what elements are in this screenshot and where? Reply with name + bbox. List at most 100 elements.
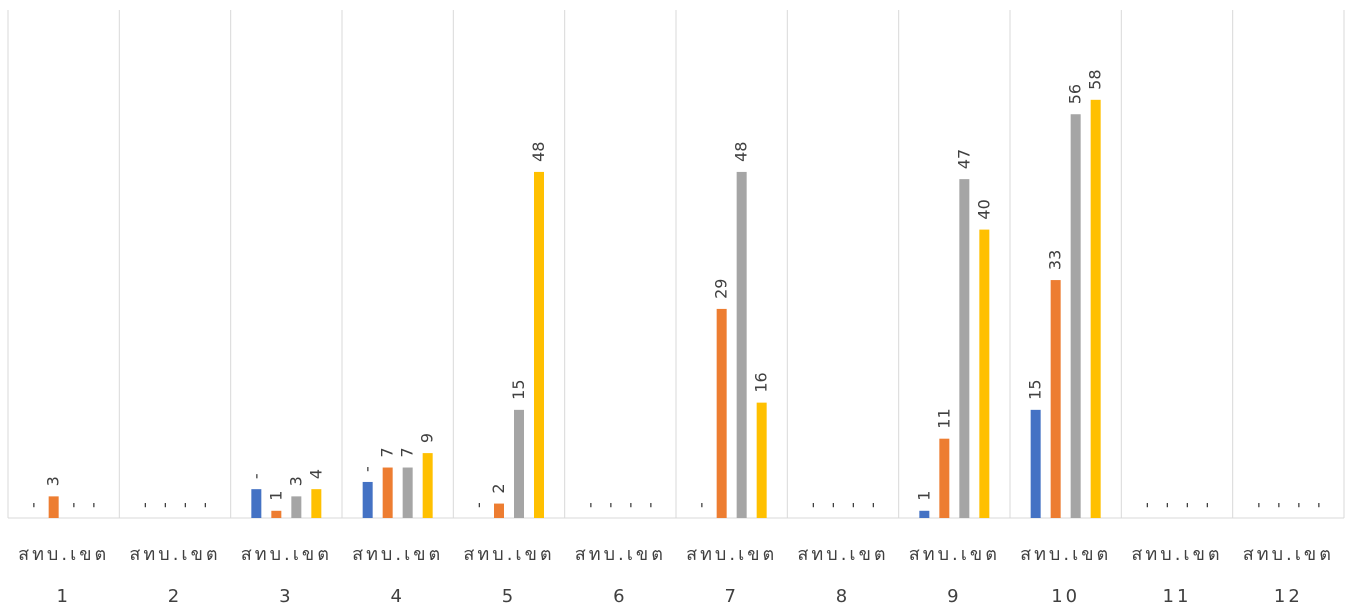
bar-series-4-3 [311,489,322,518]
bar-series-4-4 [422,453,433,518]
category-label-7: สทบ.เขต 7 [686,544,777,607]
data-label-series-2-3: 1 [266,491,285,501]
data-label-series-2-10: 33 [1046,250,1065,270]
bar-series-3-5 [514,409,524,518]
bar-series-1-9 [919,510,930,518]
data-label-series-3-11: - [1177,502,1196,508]
data-label-series-4-7: 16 [752,372,771,392]
data-label-series-2-2: - [155,502,174,508]
category-label-line-2: 1 [56,586,70,607]
data-label-series-4-8: - [863,502,882,508]
category-label-line-2: 4 [390,586,404,607]
category-label-1: สทบ.เขต 1 [18,544,109,607]
data-label-series-1-9: 1 [914,491,933,501]
data-label-series-3-12: - [1288,502,1307,508]
bar-series-3-4 [402,467,413,518]
data-label-series-3-4: 7 [398,447,417,457]
category-label-line-2: 3 [279,586,293,607]
data-label-series-1-7: - [692,502,711,508]
data-label-series-1-11: - [1137,502,1156,508]
data-label-series-3-8: - [843,502,862,508]
data-label-series-4-9: 40 [974,199,993,219]
category-label-line-2: 7 [724,586,738,607]
category-label-11: สทบ.เขต 11 [1131,544,1222,607]
category-label-line-2: 5 [502,586,516,607]
data-label-series-1-4: - [358,466,377,472]
bar-series-4-7 [756,402,767,518]
category-label-line-2: 11 [1163,586,1192,607]
category-label-line-2: 12 [1274,586,1303,607]
category-label-9: สทบ.เขต 9 [909,544,1000,607]
category-label-line-1: สทบ.เขต [797,544,888,565]
data-label-series-3-2: - [175,502,194,508]
data-label-series-3-3: 3 [286,476,305,486]
category-label-line-1: สทบ.เขต [352,544,443,565]
data-label-series-3-10: 56 [1066,84,1085,104]
category-label-10: สทบ.เขต 10 [1020,544,1111,607]
data-label-series-2-9: 11 [934,408,953,428]
data-label-series-2-1: 3 [44,476,63,486]
category-label-2: สทบ.เขต 2 [129,544,220,607]
data-label-series-4-1: - [84,502,103,508]
category-label-line-2: 2 [168,586,182,607]
data-label-series-4-5: 48 [529,142,548,162]
category-label-line-2: 10 [1051,586,1080,607]
bar-series-2-3 [271,510,282,518]
data-label-series-1-5: - [469,502,488,508]
bar-series-2-10 [1050,280,1061,518]
data-label-series-2-8: - [823,502,842,508]
bar-series-1-10 [1030,409,1041,518]
data-label-series-3-9: 47 [954,149,973,169]
bar-series-1-4 [362,481,373,518]
bar-series-4-9 [979,229,990,518]
category-label-6: สทบ.เขต 6 [575,544,666,607]
data-label-series-1-10: 15 [1026,379,1045,399]
data-label-series-2-5: 2 [489,483,508,493]
category-label-line-1: สทบ.เขต [909,544,1000,565]
category-label-line-1: สทบ.เขต [18,544,109,565]
data-label-series-4-2: - [195,502,214,508]
data-label-series-2-7: 29 [712,279,731,299]
data-label-series-1-2: - [135,502,154,508]
category-label-4: สทบ.เขต 4 [352,544,443,607]
data-label-series-2-6: - [600,502,619,508]
data-label-series-2-11: - [1157,502,1176,508]
category-label-line-1: สทบ.เขต [686,544,777,565]
data-label-series-1-1: - [24,502,43,508]
category-label-line-1: สทบ.เขต [129,544,220,565]
bar-series-2-4 [382,467,393,518]
data-label-series-4-6: - [640,502,659,508]
category-label-3: สทบ.เขต 3 [241,544,332,607]
category-label-line-1: สทบ.เขต [241,544,332,565]
data-label-series-3-1: - [64,502,83,508]
bar-series-2-5 [494,503,504,518]
bar-series-4-5 [534,171,544,519]
category-label-line-1: สทบ.เขต [1243,544,1334,565]
data-label-series-3-5: 15 [509,379,528,399]
category-label-line-2: 6 [613,586,627,607]
category-label-line-2: 8 [836,586,850,607]
bar-series-1-3 [251,489,262,518]
category-label-line-1: สทบ.เขต [463,544,554,565]
data-label-series-1-8: - [803,502,822,508]
bar-series-2-9 [939,438,950,518]
bar-series-3-9 [959,179,970,518]
category-label-line-2: 9 [947,586,961,607]
data-label-series-1-3: - [246,473,265,479]
data-label-series-1-12: - [1248,502,1267,508]
data-label-series-2-12: - [1268,502,1287,508]
data-label-series-4-12: - [1308,502,1327,508]
category-label-12: สทบ.เขต 12 [1243,544,1334,607]
bar-series-3-10 [1070,114,1081,519]
data-label-series-3-6: - [620,502,639,508]
category-label-5: สทบ.เขต 5 [463,544,554,607]
bar-series-4-10 [1090,99,1101,518]
data-label-series-3-7: 48 [732,142,751,162]
bar-series-3-3 [291,496,302,518]
bar-series-2-7 [716,308,727,518]
data-label-series-4-11: - [1197,502,1216,508]
category-label-line-1: สทบ.เขต [1131,544,1222,565]
data-label-series-2-4: 7 [378,447,397,457]
